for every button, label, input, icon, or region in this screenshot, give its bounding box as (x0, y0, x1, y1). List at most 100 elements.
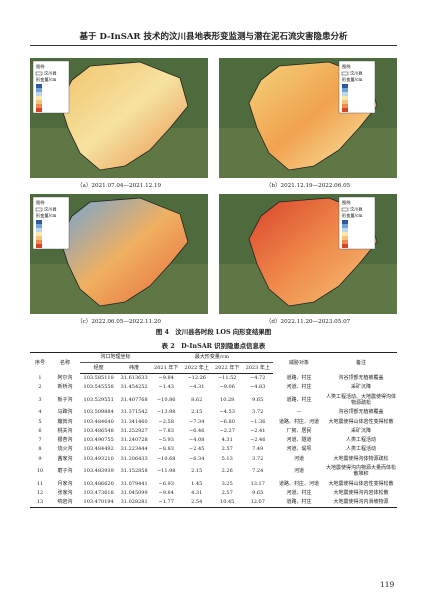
table-cell: 大地震使得山体岩性变得松散 (328, 418, 394, 425)
table-cell: 河道、村庄 (286, 490, 312, 497)
table-cell: 103.509884 (83, 409, 114, 416)
header-row: 经度 纬度 2021 年下 2022 年上 2022 年下 2023 年上 (30, 362, 397, 374)
table-cell: 4.31 (191, 490, 203, 497)
table-cell: 9.65 (252, 490, 264, 497)
legend-ramp (342, 92, 348, 96)
legend-ramp (36, 240, 42, 244)
table-cell: 1.45 (191, 480, 203, 487)
table-cell: 103.585118 (83, 374, 114, 381)
table-cell: −6.80 (219, 418, 235, 425)
table-cell: 厂房、居民 (286, 427, 312, 434)
table-cell: 10 (36, 468, 44, 475)
table-cell: 2.54 (181, 497, 212, 509)
table-cell: — (296, 409, 302, 416)
table-cell: 31.240728 (120, 437, 148, 444)
table-cell: −4.08 (189, 437, 205, 444)
table-cell: −1.77 (150, 497, 182, 509)
table-row: 7 银杏沟 103.490755 31.240728 −5.93 −4.08 4.31 −2.… (30, 436, 397, 445)
table-cell: −5.93 (158, 437, 174, 444)
table-cell: −12.26 (187, 374, 206, 381)
table-cell: 道路、村庄、河道 (278, 480, 319, 487)
table-row: 12 张家沟 103.473618 31.045099 −9.84 4.31 2.57 9.6… (30, 489, 397, 498)
table-cell: 道路、村庄、河道 (278, 418, 319, 425)
table-cell: 31.252927 (120, 427, 148, 434)
table-cell: −2.27 (219, 427, 235, 434)
table-cell: −6.34 (189, 455, 205, 462)
table-cell: 河道 (293, 468, 304, 475)
table-cell: 马蹄沟 (57, 409, 73, 416)
table-cell: 103.483939 (83, 468, 114, 475)
table-cell: 簸箕沟 (57, 418, 73, 425)
table-cell: −1.43 (158, 384, 174, 391)
table-cell: 103.486548 (83, 427, 114, 434)
table-cell: 新桥沟 (57, 384, 73, 391)
table-cell: 大地震使得沟体物源疏松 (333, 455, 389, 462)
table-cell: −8.83 (158, 446, 174, 453)
table-cell: 103.545558 (83, 384, 114, 391)
table-cell: 103.490755 (83, 437, 114, 444)
table-cell: 烧火沟 (57, 446, 73, 453)
legend-ramp (36, 108, 42, 112)
table-cell: 1 (38, 374, 42, 381)
table-row: 13 响岩沟 103.470194 31.028281 −1.77 2.54 10.45 12… (30, 497, 397, 509)
legend-ramp (342, 104, 348, 108)
page-number: 119 (380, 580, 395, 589)
table-cell: 2.15 (191, 409, 203, 416)
legend-ramp (342, 88, 348, 92)
table-cell: 3.72 (252, 409, 264, 416)
table-cell: 4 (38, 409, 42, 416)
legend-ramp (36, 84, 42, 88)
table-cell: −2.46 (250, 437, 266, 444)
table-cell: −9.06 (219, 384, 235, 391)
table-cell: −4.83 (250, 384, 266, 391)
table-cell: 7 (38, 437, 42, 444)
table-cell: 沟谷顶部无植被覆盖 (338, 374, 384, 381)
table-cell: 板子沟 (57, 396, 73, 403)
table-cell: 3 (38, 396, 42, 403)
table-cell: 道路、村庄 (273, 497, 325, 509)
header-cell: 2022 年下 (211, 362, 243, 374)
table-cell: 阿尔沟 (57, 374, 73, 381)
legend-county: 汶川县 (44, 70, 57, 77)
table-cell: −4.72 (250, 374, 266, 381)
table-cell: −13.98 (156, 409, 176, 416)
legend-ramp (342, 100, 348, 104)
header-cell: 纬度 (117, 362, 151, 374)
table-cell: 6 (38, 427, 42, 434)
table-cell: −10.68 (156, 455, 176, 462)
table-cell: 3.72 (252, 455, 264, 462)
table-cell: 人类工程活动、大地震使得沟体物源疏松 (326, 393, 397, 407)
header-cell: 威胁对象 (273, 352, 325, 374)
legend-ramp (342, 240, 348, 244)
legend-ramp (342, 96, 348, 100)
header-cell: 经度 (80, 362, 118, 374)
table-cell: 103.470194 (80, 497, 118, 509)
table-cell: 9.65 (252, 396, 264, 403)
table: 序号 名称 沟口地理坐标 最大形变量/cm 威胁对象 备注 经度 纬度 2021 年下 2022 … (30, 351, 397, 509)
table-row: 3 板子沟 103.529551 31.407768 −10.86 8.62 10.28 9.… (30, 392, 397, 408)
table-cell: 10.45 (211, 497, 243, 509)
table-cell: 31.079441 (120, 480, 148, 487)
map-figure: 图例 汶川县 形变量/cm （c）2022.06.05—2022.11.20 (30, 194, 208, 325)
table-cell: 2.26 (221, 468, 233, 475)
table-cell: 103.493210 (83, 455, 114, 462)
table-cell: 张家沟 (57, 490, 73, 497)
legend-unit: 形变量/cm (36, 212, 56, 219)
header-cell: 备注 (325, 352, 397, 374)
table-cell: 道路、村庄 (286, 396, 312, 403)
table-cell: 12.07 (242, 497, 273, 509)
table-row: 4 马蹄沟 103.509884 31.371542 −13.98 2.15 −4.53 3.… (30, 408, 397, 417)
table-cell: 河道、村庄 (286, 384, 312, 391)
table-cell: 31.341460 (120, 418, 148, 425)
legend-ramp (342, 224, 348, 228)
legend-title: 图例 (342, 199, 350, 206)
table-cell: 茜家沟 (57, 455, 73, 462)
table-cell: −2.58 (158, 418, 174, 425)
table-cell: 大地震使得沟内岩体松散 (333, 490, 389, 497)
legend-county: 汶川县 (350, 70, 363, 77)
